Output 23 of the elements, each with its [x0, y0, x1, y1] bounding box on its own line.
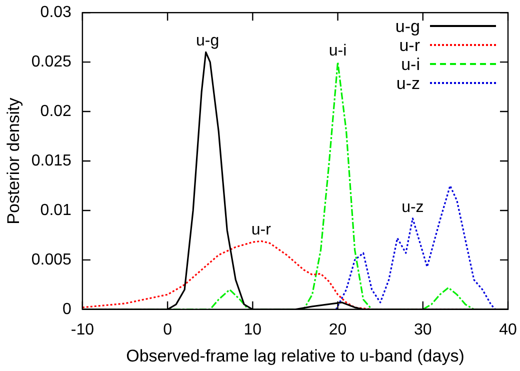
legend-label: u-g — [395, 16, 420, 36]
x-tick-label: 40 — [499, 321, 517, 338]
y-tick-label: 0.025 — [31, 53, 72, 70]
legend-label: u-i — [401, 54, 420, 74]
y-axis-title: Posterior density — [4, 97, 23, 224]
y-tick-label: 0.015 — [31, 152, 72, 170]
annotation: u-g — [196, 32, 220, 50]
x-tick-label: 0 — [163, 321, 172, 338]
x-tick-label: 10 — [244, 321, 262, 338]
x-tick-label: -10 — [70, 321, 94, 338]
legend-label: u-z — [396, 74, 420, 93]
annotation: u-r — [251, 222, 272, 239]
y-tick-label: 0 — [62, 300, 72, 318]
y-tick-label: 0.02 — [40, 102, 72, 120]
x-tick-label: 30 — [414, 321, 432, 338]
annotation: u-z — [402, 198, 424, 216]
y-tick-label: 0.005 — [31, 251, 72, 268]
x-axis-title: Observed-frame lag relative to u-band (days) — [126, 346, 464, 366]
y-tick-label: 0.01 — [40, 202, 72, 219]
annotation: u-i — [328, 42, 347, 60]
legend-label: u-r — [399, 36, 420, 55]
y-tick-label: 0.03 — [40, 4, 72, 22]
x-tick-label: 20 — [328, 321, 347, 338]
